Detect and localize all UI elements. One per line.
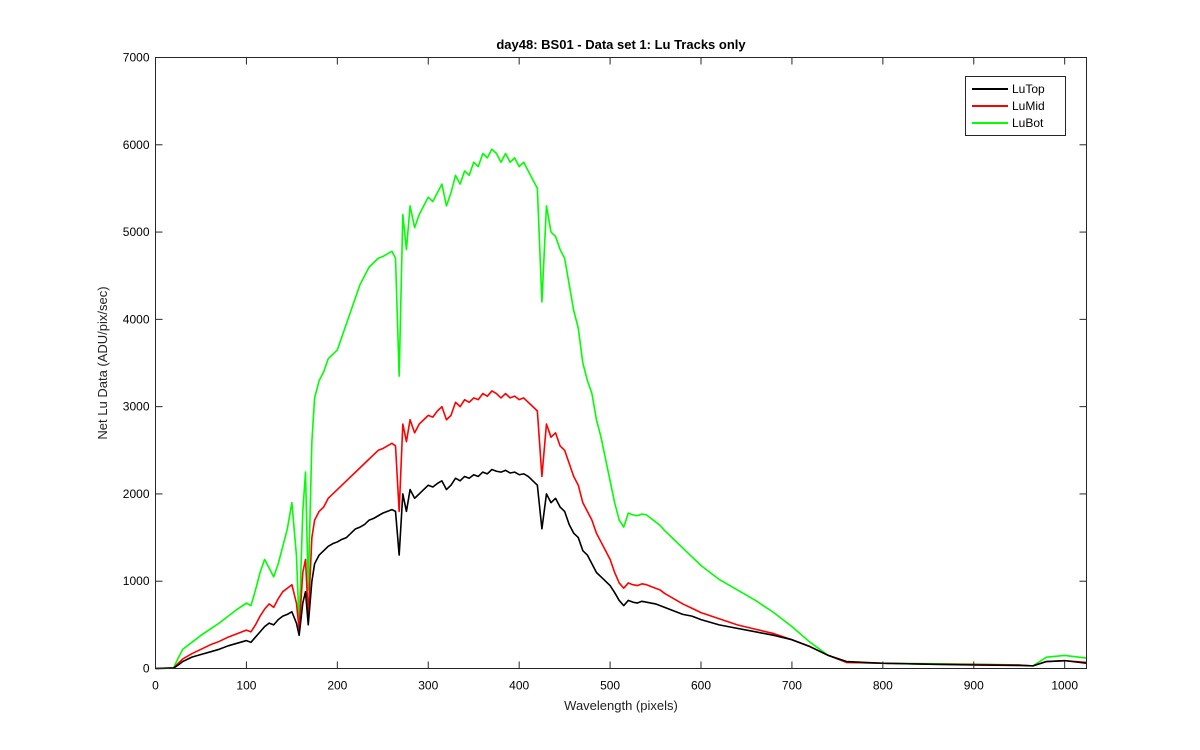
- y-tick-label-1000: 1000: [123, 574, 150, 588]
- series-line-lutop: [155, 468, 1087, 670]
- y-tick-label-4000: 4000: [123, 312, 150, 326]
- x-tick-label-700: 700: [782, 679, 802, 693]
- chart-title: day48: BS01 - Data set 1: Lu Tracks only: [496, 37, 746, 52]
- x-tick-label-1000: 1000: [1051, 679, 1078, 693]
- y-tick-label-2000: 2000: [123, 487, 150, 501]
- legend: LuTop LuMid LuBot: [965, 76, 1066, 136]
- x-tick-label-600: 600: [691, 679, 711, 693]
- plot-frame: [155, 57, 1087, 669]
- x-axis-label: Wavelength (pixels): [564, 698, 678, 713]
- legend-label-lubot: LuBot: [1012, 116, 1044, 130]
- x-tick-label-0: 0: [152, 679, 159, 693]
- legend-label-lumid: LuMid: [1012, 99, 1045, 113]
- x-tick-label-300: 300: [418, 679, 438, 693]
- series-layer: [155, 148, 1087, 670]
- x-tick-label-800: 800: [873, 679, 893, 693]
- series-line-lumid: [155, 390, 1087, 670]
- y-tick-label-3000: 3000: [123, 400, 150, 414]
- legend-label-lutop: LuTop: [1012, 82, 1045, 96]
- y-tick-label-0: 0: [143, 662, 150, 676]
- series-line-lubot: [155, 148, 1087, 670]
- x-tick-label-500: 500: [600, 679, 620, 693]
- x-tick-label-100: 100: [236, 679, 256, 693]
- plot-area: [155, 57, 1087, 669]
- x-tick-label-400: 400: [509, 679, 529, 693]
- x-tick-label-200: 200: [327, 679, 347, 693]
- y-axis-label: Net Lu Data (ADU/pix/sec): [95, 286, 110, 439]
- y-tick-label-5000: 5000: [123, 225, 150, 239]
- ticks-layer: 0 100 200 300 400 500 600 700 800 900 1000 0 1000 200…: [123, 51, 1087, 693]
- y-tick-label-6000: 6000: [123, 138, 150, 152]
- y-tick-label-7000: 7000: [123, 51, 150, 65]
- x-tick-label-900: 900: [964, 679, 984, 693]
